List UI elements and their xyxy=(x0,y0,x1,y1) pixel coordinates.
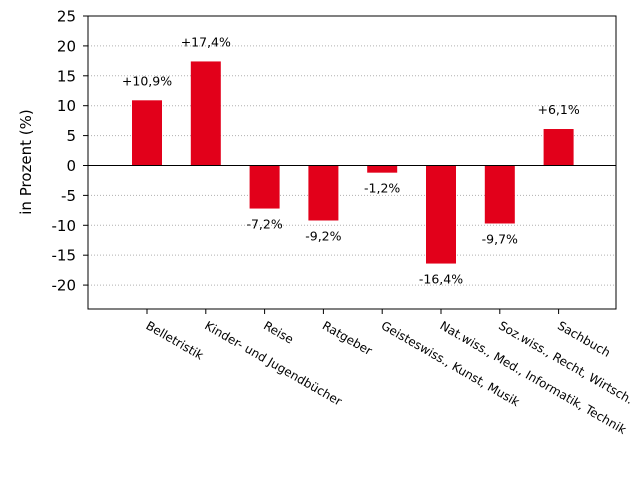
y-tick-label: -5 xyxy=(61,187,76,205)
bars xyxy=(132,61,574,264)
data-label: +17,4% xyxy=(181,34,231,49)
bar xyxy=(308,165,339,221)
x-tick-label: Belletristik xyxy=(144,318,206,362)
y-tick-label: 0 xyxy=(66,157,76,175)
y-tick-label: -15 xyxy=(52,247,77,265)
data-label: -9,7% xyxy=(482,231,518,246)
x-tick-label: Reise xyxy=(261,318,296,346)
data-label: -7,2% xyxy=(246,217,282,232)
y-tick-label: -20 xyxy=(52,277,77,295)
x-tick-label: Ratgeber xyxy=(320,318,375,358)
bar xyxy=(249,165,280,209)
y-axis-title: in Prozent (%) xyxy=(17,109,35,214)
y-tick-label: 20 xyxy=(57,37,76,55)
plot-frame xyxy=(87,15,617,310)
bar xyxy=(367,165,398,173)
data-label: -16,4% xyxy=(419,272,463,287)
y-tick-label: 15 xyxy=(57,67,76,85)
y-tick-label: 10 xyxy=(57,97,76,115)
y-tick-label: -10 xyxy=(52,217,77,235)
bar xyxy=(543,129,574,166)
data-labels: +10,9% +17,4% -7,2% -9,2% -1,2% -16,4% -9,7% +6… xyxy=(122,34,580,286)
bar xyxy=(190,61,221,166)
gridlines xyxy=(88,45,616,286)
y-tick-label: 25 xyxy=(57,8,76,26)
y-tick-label: 5 xyxy=(66,127,76,145)
data-label: +6,1% xyxy=(537,102,579,117)
bar xyxy=(426,165,456,264)
bar xyxy=(132,100,162,166)
bar xyxy=(484,165,515,224)
data-label: -9,2% xyxy=(305,229,341,244)
data-label: +10,9% xyxy=(122,73,172,88)
y-axis: 25 20 15 10 5 0 -5 -10 -15 -20 xyxy=(52,8,88,295)
data-label: -1,2% xyxy=(364,181,400,196)
